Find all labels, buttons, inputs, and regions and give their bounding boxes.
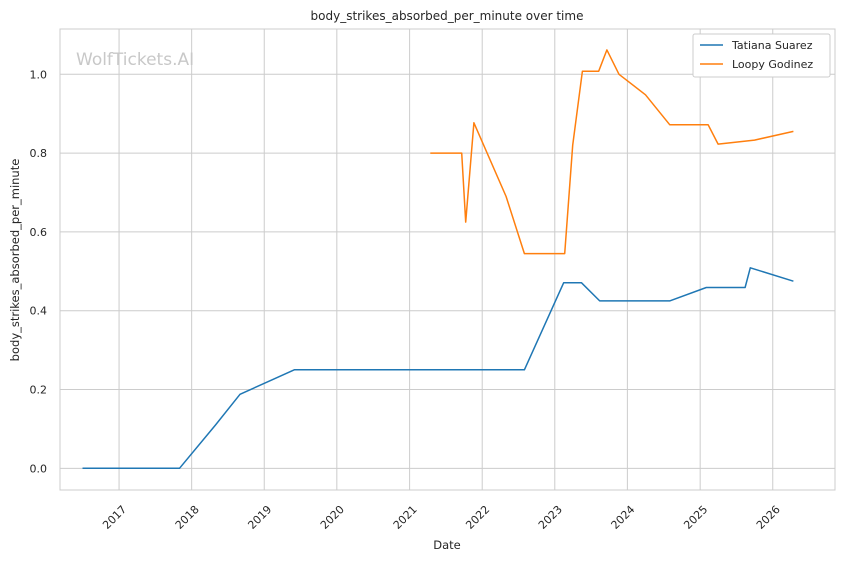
- y-axis-label: body_strikes_absorbed_per_minute: [8, 159, 22, 362]
- x-tick-label: 2020: [318, 503, 347, 532]
- x-tick-label: 2026: [754, 503, 783, 532]
- legend: Tatiana Suarez Loopy Godinez: [692, 33, 831, 78]
- x-tick-label: 2024: [609, 503, 638, 532]
- plot-frame: [59, 28, 836, 491]
- watermark-text: WolfTickets.AI: [76, 50, 194, 70]
- x-tick-label: 2018: [173, 503, 202, 532]
- y-tick-label: 0.0: [30, 462, 48, 475]
- y-axis-ticks: 0.0 0.2 0.4 0.6 0.8 1.0: [30, 68, 48, 475]
- legend-box: [692, 33, 831, 78]
- series-lines: [82, 49, 794, 470]
- series-line-loopy-godinez: [430, 49, 794, 255]
- x-axis-ticks: 2017 2018 2019 2020 2021 2022 2023 2024 2025 2026: [100, 503, 783, 532]
- x-tick-label: 2025: [681, 503, 710, 532]
- x-tick-label: 2021: [391, 503, 420, 532]
- y-tick-label: 0.8: [30, 147, 48, 160]
- x-tick-label: 2022: [463, 503, 492, 532]
- x-axis-label: Date: [433, 538, 461, 552]
- x-tick-label: 2023: [536, 503, 565, 532]
- series-line-tatiana-suarez: [82, 267, 794, 470]
- y-tick-label: 1.0: [30, 68, 48, 81]
- legend-label-loopy-godinez: Loopy Godinez: [732, 58, 813, 71]
- y-tick-label: 0.4: [30, 305, 48, 318]
- x-tick-label: 2017: [100, 503, 129, 532]
- grid-lines: [60, 29, 835, 490]
- x-tick-label: 2019: [245, 503, 274, 532]
- y-tick-label: 0.2: [30, 384, 48, 397]
- legend-label-tatiana-suarez: Tatiana Suarez: [731, 39, 813, 52]
- chart-title: body_strikes_absorbed_per_minute over ti…: [311, 9, 584, 23]
- y-tick-label: 0.6: [30, 226, 48, 239]
